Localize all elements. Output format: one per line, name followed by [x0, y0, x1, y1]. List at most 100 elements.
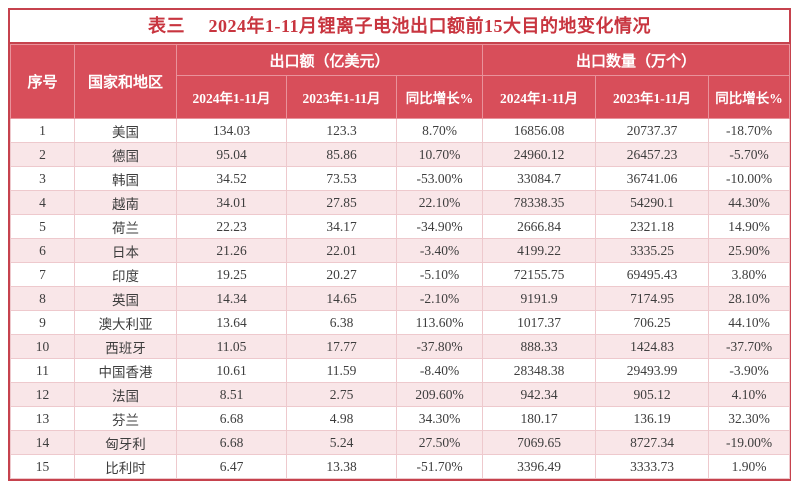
cell-quantity-growth: 44.10%	[708, 310, 791, 335]
cell-seq: 6	[10, 238, 75, 263]
table-title: 表三 2024年1-11月锂离子电池出口额前15大目的地变化情况	[10, 10, 789, 44]
cell-quantity-growth: 3.80%	[708, 262, 791, 287]
cell-country: 印度	[74, 262, 177, 287]
cell-amount-growth: -5.10%	[395, 262, 484, 287]
cell-amount-growth: -34.90%	[395, 214, 484, 239]
cell-amount-2024: 19.25	[176, 262, 287, 287]
cell-quantity-2024: 942.34	[482, 382, 597, 407]
cell-amount-2024: 8.51	[176, 382, 287, 407]
col-group-export-quantity: 出口数量（万个）	[482, 44, 791, 76]
cell-amount-growth: -53.00%	[395, 166, 484, 191]
cell-seq: 10	[10, 334, 75, 359]
table-row: 14 匈牙利 6.68 5.24 27.50% 7069.65 8727.34 …	[10, 430, 791, 455]
cell-amount-2024: 22.23	[176, 214, 287, 239]
table-body: 1 美国 134.03 123.3 8.70% 16856.08 20737.3…	[10, 118, 791, 479]
cell-quantity-growth: 32.30%	[708, 406, 791, 431]
col-header-quantity-2023: 2023年1-11月	[595, 75, 710, 119]
cell-amount-growth: 209.60%	[395, 382, 484, 407]
cell-country: 英国	[74, 286, 177, 311]
cell-quantity-growth: 28.10%	[708, 286, 791, 311]
cell-amount-growth: 10.70%	[395, 142, 484, 167]
cell-amount-2023: 123.3	[286, 118, 397, 143]
col-header-seq: 序号	[10, 44, 75, 119]
cell-quantity-2024: 33084.7	[482, 166, 597, 191]
cell-amount-2023: 4.98	[286, 406, 397, 431]
cell-quantity-2024: 78338.35	[482, 190, 597, 215]
cell-amount-2024: 11.05	[176, 334, 287, 359]
col-header-quantity-2024: 2024年1-11月	[482, 75, 597, 119]
table-row: 10 西班牙 11.05 17.77 -37.80% 888.33 1424.8…	[10, 334, 791, 359]
cell-country: 澳大利亚	[74, 310, 177, 335]
cell-seq: 14	[10, 430, 75, 455]
cell-amount-2023: 5.24	[286, 430, 397, 455]
cell-amount-growth: 34.30%	[395, 406, 484, 431]
cell-quantity-2024: 28348.38	[482, 358, 597, 383]
cell-quantity-2023: 2321.18	[595, 214, 710, 239]
cell-amount-2023: 20.27	[286, 262, 397, 287]
cell-amount-2024: 34.01	[176, 190, 287, 215]
cell-seq: 11	[10, 358, 75, 383]
cell-amount-2024: 34.52	[176, 166, 287, 191]
cell-quantity-2023: 136.19	[595, 406, 710, 431]
table-row: 3 韩国 34.52 73.53 -53.00% 33084.7 36741.0…	[10, 166, 791, 191]
cell-country: 芬兰	[74, 406, 177, 431]
cell-amount-2023: 73.53	[286, 166, 397, 191]
table-row: 4 越南 34.01 27.85 22.10% 78338.35 54290.1…	[10, 190, 791, 215]
cell-quantity-growth: 1.90%	[708, 454, 791, 479]
cell-seq: 7	[10, 262, 75, 287]
cell-quantity-growth: -3.90%	[708, 358, 791, 383]
cell-amount-2023: 85.86	[286, 142, 397, 167]
table-header: 序号 国家和地区 出口额（亿美元） 出口数量（万个） 2024年1-11月 20…	[10, 44, 791, 119]
col-header-amount-2024: 2024年1-11月	[176, 75, 287, 119]
col-group-export-amount: 出口额（亿美元）	[175, 44, 484, 76]
cell-quantity-2023: 54290.1	[595, 190, 710, 215]
cell-seq: 15	[10, 454, 75, 479]
cell-quantity-growth: 25.90%	[708, 238, 791, 263]
cell-amount-2023: 2.75	[286, 382, 397, 407]
cell-seq: 4	[10, 190, 75, 215]
col-header-amount-2023: 2023年1-11月	[286, 75, 397, 119]
cell-country: 德国	[74, 142, 177, 167]
cell-quantity-2024: 9191.9	[482, 286, 597, 311]
table-row: 6 日本 21.26 22.01 -3.40% 4199.22 3335.25 …	[10, 238, 791, 263]
table-row: 5 荷兰 22.23 34.17 -34.90% 2666.84 2321.18…	[10, 214, 791, 239]
col-header-quantity-growth: 同比增长%	[708, 75, 791, 119]
table-row: 7 印度 19.25 20.27 -5.10% 72155.75 69495.4…	[10, 262, 791, 287]
cell-quantity-2023: 3335.25	[595, 238, 710, 263]
cell-country: 越南	[74, 190, 177, 215]
cell-amount-2024: 6.68	[176, 430, 287, 455]
export-destinations-table: 序号 国家和地区 出口额（亿美元） 出口数量（万个） 2024年1-11月 20…	[10, 44, 791, 479]
cell-country: 美国	[74, 118, 177, 143]
cell-amount-growth: 22.10%	[395, 190, 484, 215]
cell-quantity-2024: 180.17	[482, 406, 597, 431]
cell-quantity-growth: -37.70%	[708, 334, 791, 359]
cell-seq: 1	[10, 118, 75, 143]
cell-amount-2023: 11.59	[286, 358, 397, 383]
cell-quantity-2023: 1424.83	[595, 334, 710, 359]
cell-quantity-2024: 16856.08	[482, 118, 597, 143]
cell-country: 日本	[74, 238, 177, 263]
table-row: 13 芬兰 6.68 4.98 34.30% 180.17 136.19 32.…	[10, 406, 791, 431]
cell-country: 荷兰	[74, 214, 177, 239]
cell-quantity-2024: 3396.49	[482, 454, 597, 479]
cell-amount-2024: 10.61	[176, 358, 287, 383]
cell-seq: 12	[10, 382, 75, 407]
cell-quantity-2024: 72155.75	[482, 262, 597, 287]
cell-seq: 2	[10, 142, 75, 167]
cell-quantity-2023: 905.12	[595, 382, 710, 407]
cell-quantity-2023: 3333.73	[595, 454, 710, 479]
cell-seq: 13	[10, 406, 75, 431]
cell-quantity-2023: 26457.23	[595, 142, 710, 167]
cell-quantity-2023: 706.25	[595, 310, 710, 335]
cell-quantity-2023: 7174.95	[595, 286, 710, 311]
table-row: 8 英国 14.34 14.65 -2.10% 9191.9 7174.95 2…	[10, 286, 791, 311]
cell-quantity-2024: 4199.22	[482, 238, 597, 263]
cell-amount-2023: 22.01	[286, 238, 397, 263]
cell-seq: 3	[10, 166, 75, 191]
cell-country: 韩国	[74, 166, 177, 191]
cell-amount-growth: -3.40%	[395, 238, 484, 263]
cell-quantity-growth: 4.10%	[708, 382, 791, 407]
cell-amount-growth: 27.50%	[395, 430, 484, 455]
cell-amount-growth: 8.70%	[395, 118, 484, 143]
cell-seq: 5	[10, 214, 75, 239]
